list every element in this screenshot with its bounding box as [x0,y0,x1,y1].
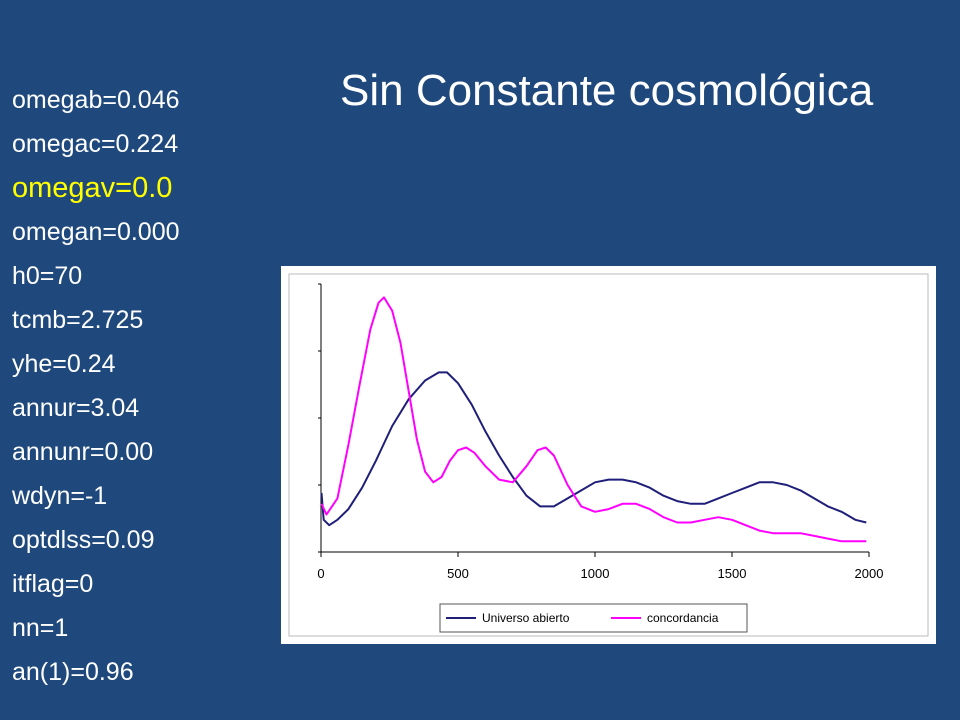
legend-label: concordancia [647,611,719,625]
slide-title: Sin Constante cosmológica [340,66,874,115]
chart-series [320,296,867,543]
parameter-item: omegab=0.046 [12,86,180,114]
legend-box [439,603,748,633]
chart-border [288,273,929,637]
series-line-universo-abierto [320,371,867,527]
parameter-item: annunr=0.00 [12,438,154,466]
chart-axes [288,273,929,637]
series-line-concordancia [320,296,867,543]
parameter-item: omegan=0.000 [12,218,180,246]
chart-legend: Universo abierto concordancia [439,603,748,633]
chart-panel: 0 500 1000 1500 2000 Universo abierto concord… [281,266,936,644]
parameter-item: itflag=0 [12,570,94,598]
parameter-item: h0=70 [12,262,83,290]
legend-label: Universo abierto [482,611,570,625]
parameter-item: tcmb=2.725 [12,306,144,334]
parameter-list: omegab=0.046 omegac=0.224 omegav=0.0 omegan… [12,78,180,694]
parameter-item: optdlss=0.09 [12,526,155,554]
parameter-item: yhe=0.24 [12,350,116,378]
parameter-item: omegac=0.224 [12,130,179,158]
parameter-item: wdyn=-1 [12,482,108,510]
x-tick-label: 0 [317,566,324,581]
x-tick-label: 1000 [581,566,610,581]
x-tick-label: 2000 [855,566,884,581]
parameter-item: annur=3.04 [12,394,140,422]
parameter-item: an(1)=0.96 [12,658,134,686]
parameter-item: omegav=0.0 [12,172,173,204]
chart-svg: 0 500 1000 1500 2000 Universo abierto concord… [288,273,929,637]
chart-ticks: 0 500 1000 1500 2000 [317,283,884,581]
x-tick-label: 1500 [718,566,747,581]
x-tick-label: 500 [447,566,469,581]
parameter-item: nn=1 [12,614,69,642]
